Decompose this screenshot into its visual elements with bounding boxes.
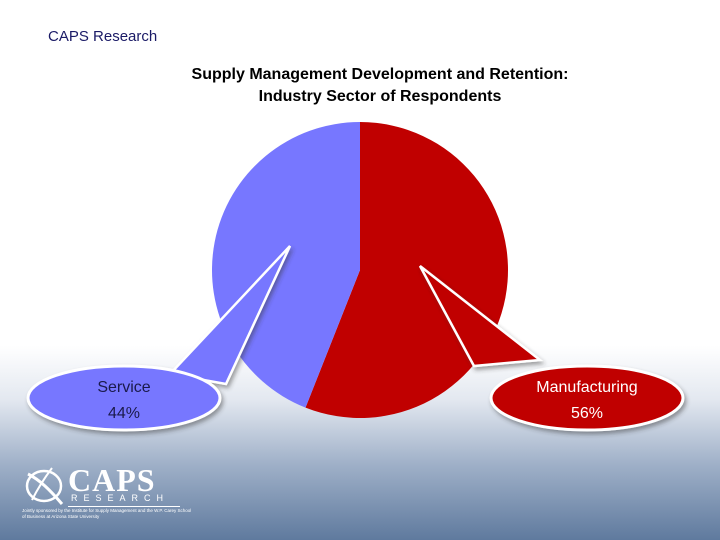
chart-title: Supply Management Development and Retent… bbox=[100, 64, 660, 108]
header-org-name: CAPS Research bbox=[48, 28, 158, 45]
pie-slice-manufacturing bbox=[305, 122, 508, 418]
slice-value-service: 44% bbox=[108, 405, 140, 422]
logo-divider bbox=[68, 506, 180, 507]
slice-value-manufacturing: 56% bbox=[571, 405, 603, 422]
callout-bubble bbox=[26, 364, 222, 432]
chart-title-line-1: Supply Management Development and Retent… bbox=[191, 66, 569, 83]
slice-label-service: Service bbox=[97, 379, 150, 396]
slice-label-manufacturing: Manufacturing bbox=[536, 379, 637, 396]
callout-bubble bbox=[489, 364, 685, 432]
chart-title-line-2: Industry Sector of Respondents bbox=[258, 88, 502, 105]
callout-manufacturing bbox=[418, 265, 685, 432]
caps-research-logo: CAPS RESEARCH Jointly sponsored by the I… bbox=[22, 462, 192, 524]
logo-swoosh-icon bbox=[25, 467, 64, 505]
logo-subtext: RESEARCH bbox=[71, 493, 170, 503]
logo-fine-print: Jointly sponsored by the Institute for S… bbox=[22, 508, 192, 519]
callout-service bbox=[26, 245, 292, 432]
logo-wordmark: CAPS bbox=[68, 462, 156, 498]
callout-pointer bbox=[418, 265, 544, 368]
